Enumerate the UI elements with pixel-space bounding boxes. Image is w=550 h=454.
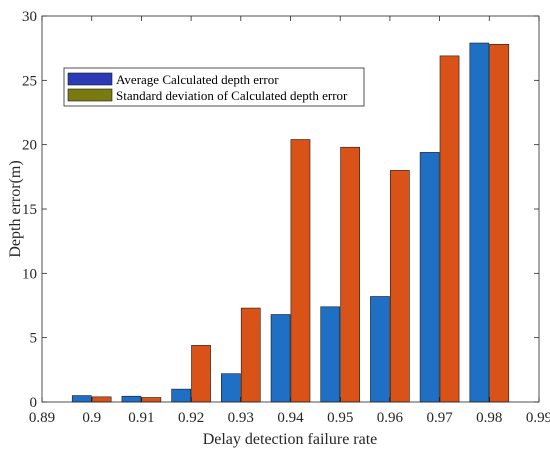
y-axis: 0 5 10 15 20 25 30: [22, 9, 539, 411]
y-tick-label: 10: [22, 266, 37, 282]
x-tick-label: 0.89: [29, 410, 55, 426]
bar-std-dev: [290, 139, 311, 403]
x-tick-label: 0.93: [228, 410, 254, 426]
legend-label: Standard deviation of Calculated depth e…: [116, 88, 348, 103]
bar-std-dev: [489, 44, 510, 403]
x-tick-label: 0.91: [128, 410, 154, 426]
bar-average: [71, 395, 92, 403]
x-tick-label: 0.92: [178, 410, 204, 426]
bar-average: [171, 388, 192, 403]
y-tick-label: 0: [30, 395, 38, 411]
y-tick-label: 30: [22, 9, 37, 25]
y-tick-label: 20: [22, 138, 37, 154]
bar-std-dev: [240, 307, 261, 403]
bar-average: [270, 314, 291, 403]
y-tick-label: 25: [22, 73, 37, 89]
y-tick-label: 5: [30, 331, 38, 347]
legend-swatch: [67, 88, 113, 102]
bar-average: [370, 296, 390, 403]
bar-average: [221, 373, 241, 403]
y-tick-label: 15: [22, 202, 37, 218]
bar-average: [121, 395, 142, 403]
bar-std-dev: [91, 396, 112, 403]
x-tick-label: 0.96: [377, 410, 404, 426]
bar-std-dev: [340, 146, 360, 403]
bar-std-dev: [389, 170, 410, 403]
x-tick-label: 0.98: [476, 410, 502, 426]
bar-std-dev: [141, 397, 162, 403]
bars: [71, 42, 510, 403]
bar-average: [320, 306, 341, 403]
legend-swatch: [67, 72, 113, 86]
x-tick-label: 0.9: [82, 410, 101, 426]
x-tick-label: 0.95: [327, 410, 353, 426]
bar-average: [419, 152, 440, 403]
x-axis: 0.89 0.9 0.91 0.92 0.93 0.94 0.95 0.96 0.97 0.98 0…: [29, 16, 550, 426]
x-tick-label: 0.94: [277, 410, 304, 426]
y-axis-label: Depth error(m): [7, 160, 24, 257]
legend-label: Average Calculated depth error: [116, 72, 279, 87]
bar-std-dev: [439, 55, 460, 403]
legend-box: [63, 67, 365, 107]
x-axis-label: Delay detection failure rate: [203, 431, 378, 448]
bar-std-dev: [191, 345, 211, 403]
x-tick-label: 0.97: [426, 410, 453, 426]
x-tick-label: 0.99: [526, 410, 550, 426]
bar-average: [469, 42, 490, 403]
